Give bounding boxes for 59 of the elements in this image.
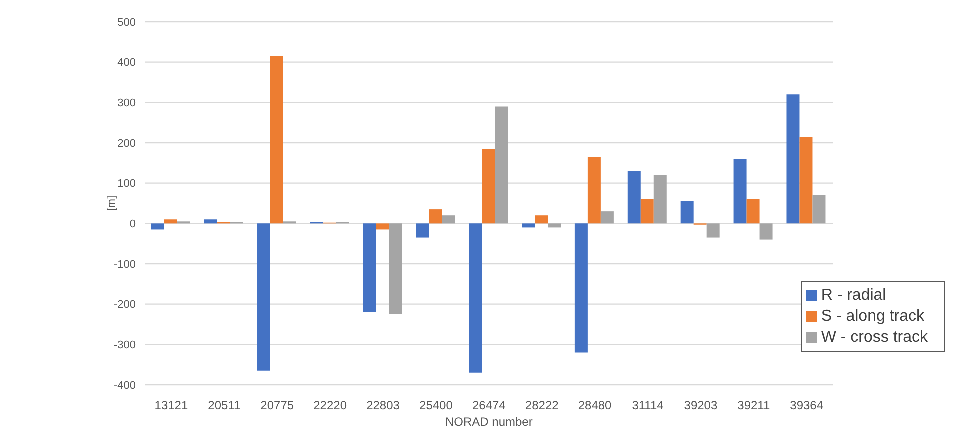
bar [680, 201, 694, 224]
x-tick-label: 22220 [314, 398, 348, 413]
y-tick-label: 100 [118, 178, 136, 190]
x-tick-label: 31114 [632, 398, 664, 413]
bar [574, 224, 588, 353]
bar [522, 224, 535, 228]
y-tick-label: -300 [114, 340, 136, 352]
bar [534, 216, 548, 224]
legend-label: S - along track [821, 308, 924, 325]
bar [628, 171, 641, 224]
bar [734, 159, 747, 224]
bar [376, 224, 390, 230]
x-axis-title: NORAD number [445, 415, 533, 429]
bar [151, 224, 164, 230]
x-tick-label: 22803 [366, 398, 400, 413]
bar [270, 56, 284, 224]
bar [429, 210, 442, 224]
x-tick-label: 20511 [208, 398, 241, 413]
bar [640, 199, 654, 224]
bar [389, 224, 402, 314]
y-tick-label: 300 [118, 98, 136, 110]
bar [495, 106, 508, 224]
bar [812, 195, 826, 224]
y-tick-label: 400 [118, 57, 136, 70]
x-tick-label: 13121 [154, 398, 188, 413]
bar [482, 149, 496, 224]
bar [469, 224, 482, 373]
bar [257, 224, 270, 371]
bar [600, 212, 614, 224]
legend-label: W - cross track [821, 329, 928, 346]
bar [786, 94, 800, 224]
y-tick-label: -200 [114, 299, 136, 312]
x-tick-label: 25400 [420, 398, 454, 413]
x-tick-label: 39211 [738, 398, 770, 413]
bar [800, 136, 813, 224]
x-tick-label: 39364 [790, 398, 824, 413]
y-tick-label: 500 [118, 16, 136, 29]
x-tick-label: 28222 [525, 398, 560, 413]
bar [548, 224, 561, 228]
x-tick-label: 26474 [472, 398, 506, 413]
bar [363, 224, 376, 312]
y-axis-title: [m] [106, 196, 118, 212]
bar [416, 224, 430, 238]
y-tick-label: -400 [114, 380, 136, 392]
y-tick-label: 200 [118, 138, 136, 150]
bar [204, 220, 218, 224]
bar [706, 224, 720, 238]
bar [588, 157, 601, 224]
legend-label: R - radial [821, 287, 886, 304]
bar [654, 175, 667, 224]
x-tick-label: 20775 [260, 398, 294, 413]
bar [442, 216, 456, 224]
bar [164, 220, 178, 224]
y-tick-label: 0 [130, 218, 136, 231]
y-tick-label: -100 [114, 258, 136, 271]
x-tick-label: 39203 [684, 398, 718, 413]
bar [746, 199, 760, 224]
bar [760, 224, 773, 240]
x-tick-label: 28480 [578, 398, 612, 413]
